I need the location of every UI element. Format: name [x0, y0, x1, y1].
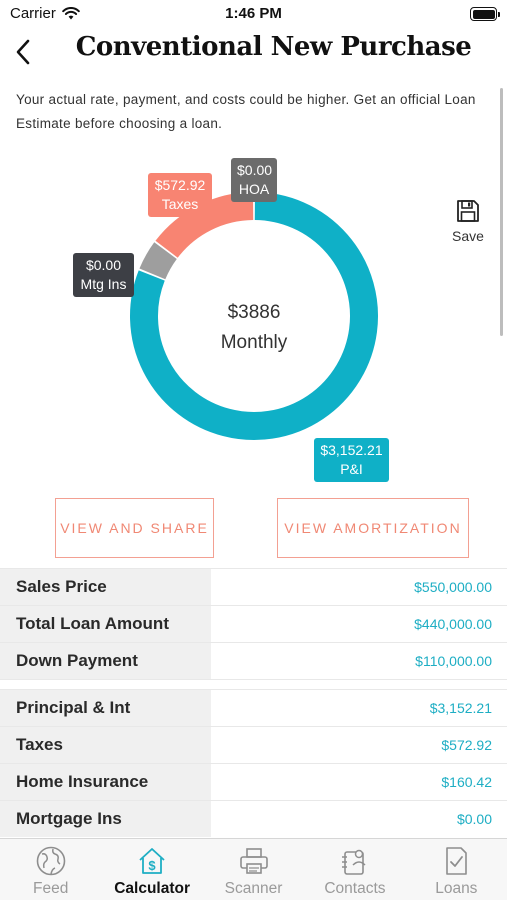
page-title: Conventional New Purchase	[75, 32, 472, 62]
row-label: Total Loan Amount	[0, 606, 211, 642]
scrollbar[interactable]	[500, 88, 503, 336]
svg-text:$: $	[148, 858, 156, 873]
loan-details-table: Sales Price $550,000.00 Total Loan Amoun…	[0, 568, 507, 837]
hoa-slice-name: HOA	[238, 181, 270, 197]
hoa-slice-label: $0.00 HOA	[231, 158, 277, 202]
monthly-payment-label: Monthly	[220, 332, 288, 353]
donut-slice-home-insurance	[139, 242, 178, 280]
floppy-disk-icon	[457, 200, 479, 222]
view-and-share-button[interactable]: VIEW AND SHARE	[55, 498, 214, 558]
table-row: Down Payment $110,000.00	[0, 642, 507, 679]
status-time: 1:46 PM	[225, 5, 282, 22]
tab-label: Calculator	[114, 880, 191, 897]
wifi-icon	[62, 7, 80, 20]
row-value[interactable]: $440,000.00	[414, 616, 492, 632]
save-button[interactable]: Save	[446, 198, 490, 244]
carrier-label: Carrier	[10, 5, 56, 22]
row-value[interactable]: $0.00	[456, 811, 492, 827]
tab-bar: Feed $ Calculator Scanner Contacts	[0, 838, 507, 900]
table-row: Sales Price $550,000.00	[0, 568, 507, 605]
tab-loans[interactable]: Loans	[406, 839, 507, 900]
donut-chart	[130, 192, 378, 440]
pi-slice-label: $3,152.21 P&I	[314, 438, 389, 482]
carrier-indicator: Carrier	[10, 5, 80, 22]
row-label: Principal & Int	[0, 690, 211, 726]
taxes-slice-name: Taxes	[161, 196, 199, 212]
tab-label: Feed	[33, 880, 69, 897]
row-label: Mortgage Ins	[0, 801, 211, 837]
hoa-slice-value: $0.00	[237, 162, 273, 178]
row-value[interactable]: $550,000.00	[414, 579, 492, 595]
house-dollar-icon: $	[139, 848, 165, 874]
row-value[interactable]: $572.92	[441, 737, 492, 753]
tab-calculator[interactable]: $ Calculator	[101, 839, 202, 900]
tab-scanner[interactable]: Scanner	[203, 839, 304, 900]
save-label: Save	[452, 228, 484, 244]
mtg-ins-slice-name: Mtg Ins	[80, 276, 127, 292]
row-label: Taxes	[0, 727, 211, 763]
mtg-ins-slice-value: $0.00	[85, 257, 122, 273]
row-label: Down Payment	[0, 643, 211, 679]
battery-icon	[470, 7, 500, 21]
tab-label: Contacts	[324, 880, 386, 897]
taxes-slice-label: $572.92 Taxes	[148, 173, 212, 217]
payment-breakdown-chart: $3886 Monthly $572.92 Taxes $0.00 HOA $0…	[0, 140, 507, 500]
monthly-payment-amount: $3886	[227, 302, 281, 323]
view-amortization-button[interactable]: VIEW AMORTIZATION	[277, 498, 469, 558]
tab-contacts[interactable]: Contacts	[304, 839, 405, 900]
row-label: Home Insurance	[0, 764, 211, 800]
globe-icon	[36, 846, 66, 876]
back-button[interactable]	[8, 34, 38, 70]
document-check-icon	[446, 847, 468, 875]
donut-slice-p-i	[130, 192, 378, 440]
table-row: Total Loan Amount $440,000.00	[0, 605, 507, 642]
mtg-ins-slice-label: $0.00 Mtg Ins	[73, 253, 134, 297]
table-row: Principal & Int $3,152.21	[0, 689, 507, 726]
tab-label: Scanner	[224, 880, 283, 897]
tab-label: Loans	[435, 880, 478, 897]
donut-slice-taxes	[155, 192, 254, 259]
pi-slice-name: P&I	[340, 461, 363, 477]
tab-feed[interactable]: Feed	[0, 839, 101, 900]
chevron-left-icon	[16, 39, 30, 65]
printer-icon	[239, 848, 268, 874]
table-row: Taxes $572.92	[0, 726, 507, 763]
status-bar: Carrier 1:46 PM	[0, 0, 507, 30]
contacts-icon	[341, 849, 366, 875]
table-row: Mortgage Ins $0.00	[0, 800, 507, 837]
row-value[interactable]: $160.42	[441, 774, 492, 790]
disclaimer-text: Your actual rate, payment, and costs cou…	[16, 92, 476, 131]
row-value[interactable]: $110,000.00	[415, 653, 492, 669]
section-divider	[0, 679, 507, 689]
table-row: Home Insurance $160.42	[0, 763, 507, 800]
taxes-slice-value: $572.92	[154, 177, 206, 193]
row-label: Sales Price	[0, 569, 211, 605]
pi-slice-value: $3,152.21	[320, 442, 383, 458]
row-value[interactable]: $3,152.21	[429, 700, 492, 716]
